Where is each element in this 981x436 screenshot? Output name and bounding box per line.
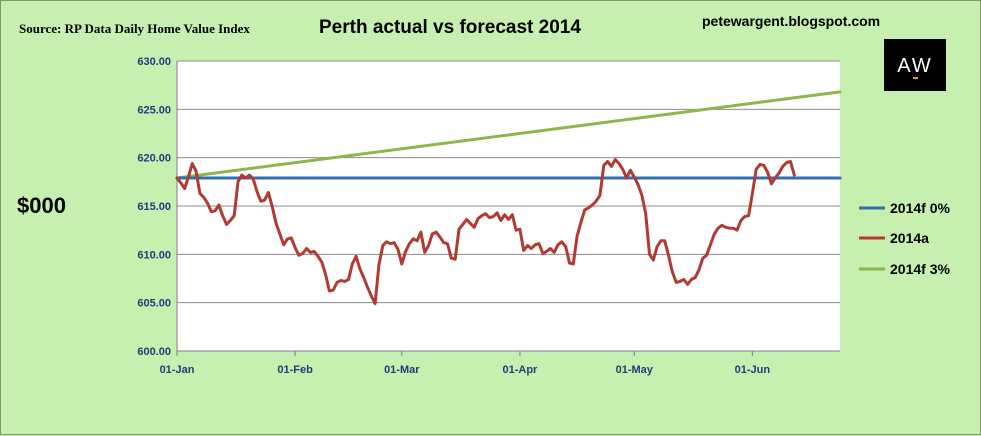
legend-label: 2014f 3% [890,261,950,277]
y-tick-label: 600.00 [137,346,171,358]
x-tick-label: 01-May [616,364,654,376]
source-note: Source: RP Data Daily Home Value Index [19,21,250,36]
legend: 2014f 0% 2014a 2014f 3% [859,200,950,277]
legend-label: 2014f 0% [890,200,950,216]
y-tick-label: 630.00 [137,56,171,68]
x-tick-label: 01-Jun [735,364,771,376]
x-tick-label: 01-Feb [277,364,313,376]
y-tick-label: 610.00 [137,249,171,261]
y-tick-label: 620.00 [137,153,171,165]
aw-logo: AW [884,39,946,91]
series-line-2014f-3- [175,90,842,180]
gridlines [176,60,840,352]
y-tick-label: 625.00 [137,104,171,116]
logo-text: AW [897,55,932,77]
y-tick-label: 615.00 [137,201,171,213]
x-tick-label: 01-Mar [384,364,420,376]
y-tick-labels: 600.00 605.00 610.00 615.00 620.00 625.00 630.… [137,56,171,358]
series-lines [175,90,842,306]
y-axis-label: $000 [17,193,66,218]
legend-label: 2014a [890,230,929,246]
chart-title: Perth actual vs forecast 2014 [319,17,581,38]
y-tick-label: 605.00 [137,298,171,310]
x-tick-label: 01-Apr [503,364,539,376]
x-tick-label: 01-Jan [160,364,195,376]
logo-accent [913,77,918,79]
series-line-2014a [175,158,796,306]
x-tick-labels: 01-Jan 01-Feb 01-Mar 01-Apr 01-May 01-Jun [160,351,771,376]
blog-url: petewargent.blogspot.com [702,13,881,29]
